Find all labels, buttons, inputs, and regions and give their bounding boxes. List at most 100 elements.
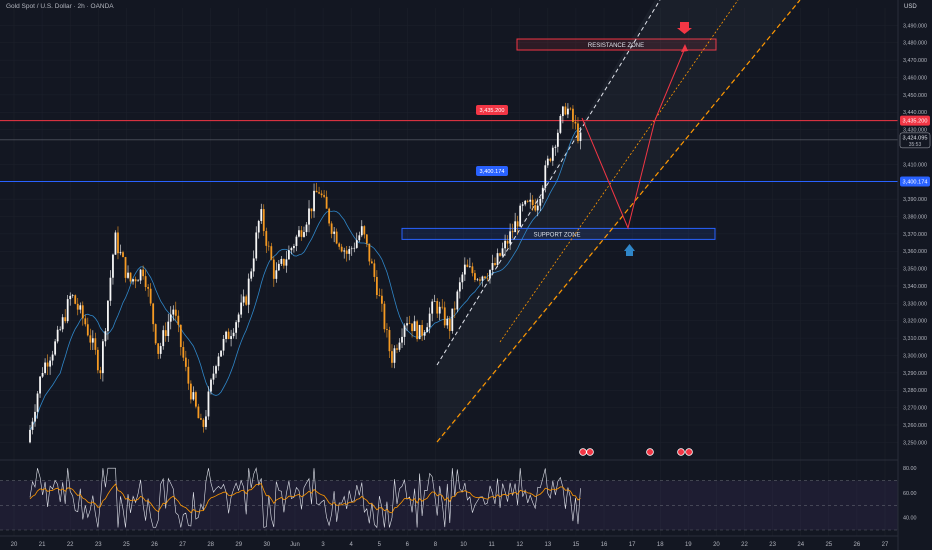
- time-tick-label: 4: [349, 542, 353, 548]
- candle-body: [340, 246, 343, 252]
- candle-body: [531, 199, 534, 206]
- time-axis: 20 21 22 23 25 26 27 28 29 30 Jun 3 4 5 6 8 10 11 12 13 15 16…: [0, 535, 898, 548]
- rsi-band: [0, 480, 898, 530]
- candle-body: [443, 307, 446, 326]
- rsi-tick-label: 60.00: [903, 491, 917, 497]
- candle-body: [486, 278, 489, 279]
- candle-body: [225, 331, 227, 339]
- candle-body: [154, 324, 157, 344]
- candle-body: [137, 280, 139, 282]
- candle-body: [516, 221, 519, 227]
- candle-body: [66, 299, 69, 322]
- candle-body: [378, 295, 381, 296]
- candle-body: [107, 300, 109, 332]
- candle-body: [438, 306, 441, 314]
- candle-body: [411, 323, 413, 332]
- candle-body: [245, 296, 248, 305]
- time-tick-label: 20: [11, 542, 18, 548]
- candle-body: [536, 205, 539, 211]
- candle-body: [325, 196, 328, 209]
- time-tick-label: 6: [406, 542, 410, 548]
- support-zone-box: [401, 227, 716, 240]
- candle-body: [433, 301, 436, 302]
- candle-body: [212, 373, 215, 380]
- price-tick-label: 3,380.000: [903, 214, 927, 220]
- price-tick-label: 3,470.000: [903, 58, 927, 64]
- candle-body: [262, 209, 265, 232]
- event-icon: [646, 448, 654, 456]
- candle-body: [112, 254, 114, 278]
- candle-body: [152, 303, 155, 325]
- candle-body: [76, 303, 79, 310]
- candle-body: [81, 305, 84, 319]
- candle-body: [71, 295, 74, 296]
- price-tick-label: 3,290.000: [903, 371, 927, 377]
- ma-line: [29, 127, 581, 431]
- time-tick-label: 25: [123, 542, 130, 548]
- candle-body: [421, 325, 424, 336]
- candle-body: [285, 259, 288, 266]
- support-zone-label: SUPPORT ZONE: [533, 232, 580, 238]
- candle-body: [338, 243, 341, 247]
- price-tick-label: 3,410.000: [903, 162, 927, 168]
- candle-body: [416, 321, 418, 340]
- candle-body: [418, 325, 421, 340]
- candle-body: [541, 187, 544, 199]
- candle-body: [247, 278, 250, 305]
- candle-body: [250, 271, 253, 279]
- candle-body: [383, 303, 386, 330]
- candle-body: [220, 350, 222, 357]
- candle-body: [195, 392, 197, 407]
- price-tick-label: 3,320.000: [903, 319, 927, 325]
- candle-body: [529, 199, 532, 202]
- candle-body: [446, 318, 449, 326]
- candle-body: [272, 259, 275, 279]
- projection-up-path: [581, 47, 686, 230]
- candle-body: [184, 357, 187, 367]
- projection-arrows: [581, 22, 692, 256]
- time-tick-label: 16: [601, 542, 608, 548]
- time-tick-label: 21: [39, 542, 46, 548]
- candle-body: [509, 231, 512, 244]
- current-price-box: [899, 132, 931, 149]
- candle-body: [466, 264, 469, 267]
- candle-body: [240, 302, 243, 315]
- candles-layer: [29, 102, 582, 444]
- candle-body: [162, 330, 165, 347]
- candle-body: [313, 190, 315, 212]
- time-tick-label: 23: [95, 542, 102, 548]
- candle-body: [551, 147, 554, 161]
- candle-body: [373, 263, 376, 277]
- candle-body: [119, 252, 122, 254]
- candle-body: [305, 224, 308, 233]
- candle-body: [49, 360, 52, 367]
- event-icon: [677, 448, 685, 456]
- candle-body: [222, 338, 225, 351]
- event-icon: [579, 448, 587, 456]
- candle-body: [471, 266, 474, 274]
- time-tick-label: 27: [882, 542, 889, 548]
- arrow-head-up: [681, 44, 688, 52]
- candle-body: [265, 231, 268, 246]
- candle-body: [323, 195, 325, 197]
- candle-body: [215, 366, 217, 374]
- price-tick-label: 3,460.000: [903, 75, 927, 81]
- rsi-signal-line: [29, 483, 581, 514]
- candle-body: [227, 331, 230, 339]
- candle-body: [504, 240, 506, 249]
- candle-body: [554, 146, 557, 148]
- resistance-price-tag: 3,435.200: [480, 108, 505, 114]
- candle-body: [149, 288, 152, 304]
- time-tick-label: 29: [235, 542, 242, 548]
- levels-layer: [0, 120, 898, 182]
- candle-body: [572, 108, 574, 122]
- price-tick-label: 3,280.000: [903, 388, 927, 394]
- candle-body: [456, 291, 459, 310]
- candle-body: [124, 257, 127, 278]
- candle-body: [514, 221, 517, 233]
- countdown-tag: 35:53: [909, 142, 922, 148]
- price-tick-label: 3,250.000: [903, 440, 927, 446]
- resistance-down-arrow: [677, 22, 692, 34]
